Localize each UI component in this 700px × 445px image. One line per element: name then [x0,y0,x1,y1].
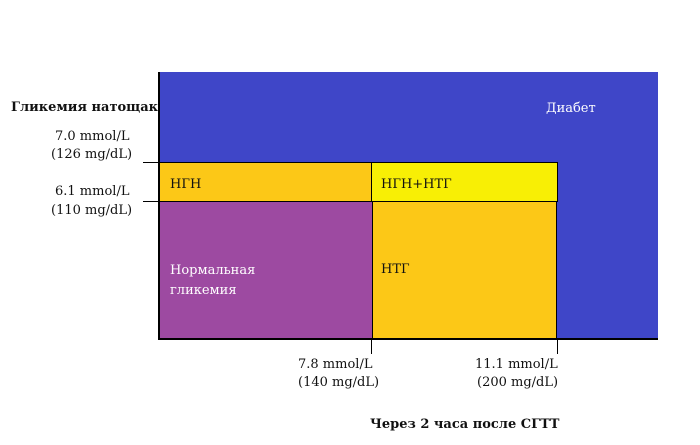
zone-igt-label: НТГ [381,262,410,277]
zone-ifg [159,162,372,202]
zone-diabetes-label: Диабет [546,101,596,116]
y-tick-7-0 [143,162,159,163]
zone-normal [159,201,372,338]
x-tick-11-1 [557,338,558,354]
zone-ifg-igt-label: НГН+НТГ [381,177,452,192]
y-tick-label-7-0-mg: (126 mg/dL) [51,147,133,162]
x-tick-label-11-1-mmol: 11.1 mmol/L [475,357,558,372]
zone-ifg-label: НГН [170,177,202,192]
y-tick-label-7-0-mmol: 7.0 mmol/L [55,129,130,144]
zone-normal-label: Нормальная гликемия [170,263,256,298]
x-axis-title: Через 2 часа после СГТТ [370,417,560,432]
y-axis-title: Гликемия натощак [11,100,159,115]
y-tick-label-6-1-mg: (110 mg/dL) [51,203,133,218]
x-tick-7-8 [371,338,372,354]
y-axis-line [158,72,160,339]
x-axis-line [158,338,658,340]
zone-ifg-igt [371,162,558,202]
x-tick-label-7-8-mg: (140 mg/dL) [298,375,380,390]
y-tick-label-6-1-mmol: 6.1 mmol/L [55,184,130,199]
y-tick-6-1 [143,201,159,202]
x-tick-label-7-8-mmol: 7.8 mmol/L [298,357,373,372]
zone-igt [372,201,557,338]
x-tick-label-11-1-mg: (200 mg/dL) [477,375,559,390]
